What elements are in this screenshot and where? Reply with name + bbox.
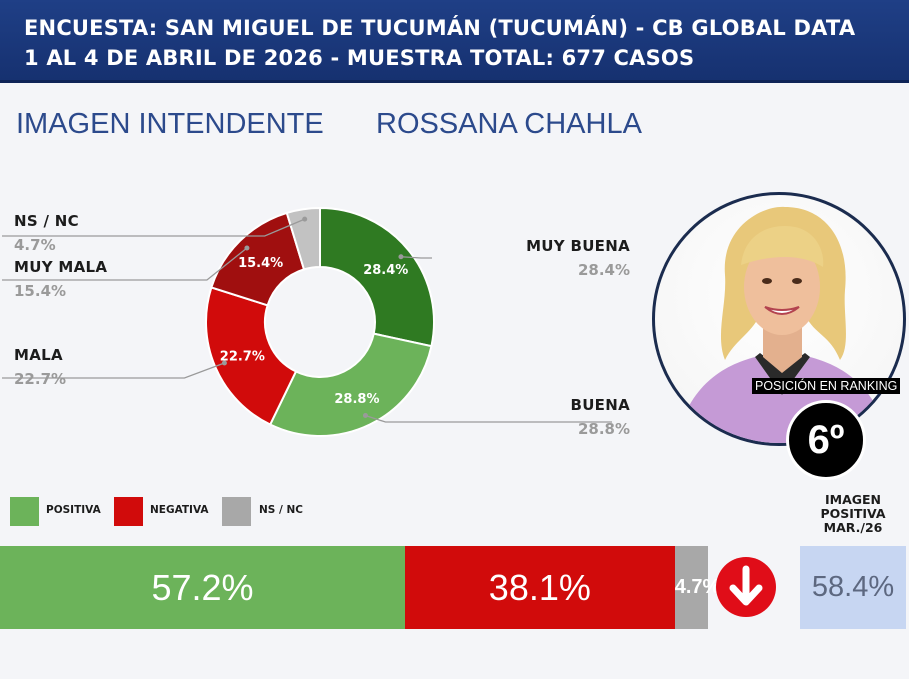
leader-dot-muy-mala [244, 245, 250, 251]
label-muybuena-value: 28.4% [577, 261, 630, 279]
previous-title-line3: MAR./26 [823, 520, 883, 535]
donut-slice-label-muy-mala: 15.4% [238, 256, 283, 271]
previous-title-line2: POSITIVA [820, 506, 886, 521]
leader-dot-mala [221, 360, 227, 366]
header-title-line2: 1 AL 4 DE ABRIL DE 2026 - MUESTRA TOTAL:… [24, 46, 695, 70]
header-banner: ENCUESTA: SAN MIGUEL DE TUCUMÁN (TUCUMÁN… [0, 0, 909, 83]
legend-swatch-nsnc [222, 497, 251, 526]
trend-indicator [716, 557, 776, 617]
donut-chart: 28.4% 28.8% 22.7% 15.4% [2, 206, 612, 437]
bar-segment-negativa: 38.1% [404, 546, 675, 629]
label-muymala-value: 15.4% [14, 282, 67, 300]
legend-label-positiva: POSITIVA [46, 504, 101, 516]
donut-slice-label-mala: 22.7% [220, 349, 265, 364]
header-title-line1: ENCUESTA: SAN MIGUEL DE TUCUMÁN (TUCUMÁN… [24, 16, 856, 40]
label-mala-name: MALA [14, 346, 63, 364]
leader-line-buena [365, 414, 612, 423]
arrow-down-icon [729, 565, 763, 606]
bar-segment-positiva: 57.2% [0, 546, 405, 629]
donut-slice-buena [268, 332, 433, 437]
donut-slice-label-muy-buena: 28.4% [363, 263, 408, 278]
leader-line-mala [2, 362, 225, 379]
leader-dot-muy-buena [398, 254, 404, 260]
label-buena-value: 28.8% [577, 420, 630, 438]
previous-positive-title: IMAGEN POSITIVA MAR./26 [800, 493, 906, 535]
label-buena-name: BUENA [570, 396, 630, 414]
ranking-badge: 6º [786, 400, 866, 480]
label-muymala-name: MUY MALA [14, 258, 108, 276]
previous-title-line1: IMAGEN [824, 492, 882, 507]
leader-line-muy-buena [400, 256, 432, 259]
candidate-portrait-icon [676, 206, 889, 443]
legend-label-nsnc: NS / NC [259, 504, 303, 516]
leader-line-ns-nc [2, 218, 305, 237]
legend-label-negativa: NEGATIVA [150, 504, 209, 516]
donut-slice-muy-buena [319, 206, 435, 348]
subtitle-image-label: IMAGEN INTENDENTE [16, 108, 324, 140]
legend-swatch-negativa [114, 497, 143, 526]
leader-dot-buena [362, 413, 368, 419]
label-nsnc-value: 4.7% [14, 236, 56, 254]
candidate-photo [652, 192, 906, 446]
bar-segment-nsnc: 4.7% [674, 546, 720, 629]
leader-dot-ns-nc [302, 216, 308, 222]
donut-slice-mala [205, 286, 298, 426]
donut-slice-label-buena: 28.8% [334, 392, 379, 407]
ranking-label: POSICIÓN EN RANKING [752, 378, 901, 394]
label-mala-value: 22.7% [14, 370, 67, 388]
previous-positive-value: 58.4% [800, 546, 906, 629]
label-muybuena-name: MUY BUENA [526, 237, 630, 255]
subtitle-candidate-name: ROSSANA CHAHLA [376, 108, 642, 140]
legend-swatch-positiva [10, 497, 39, 526]
label-nsnc-name: NS / NC [14, 212, 79, 230]
leader-line-muy-mala [2, 247, 248, 281]
